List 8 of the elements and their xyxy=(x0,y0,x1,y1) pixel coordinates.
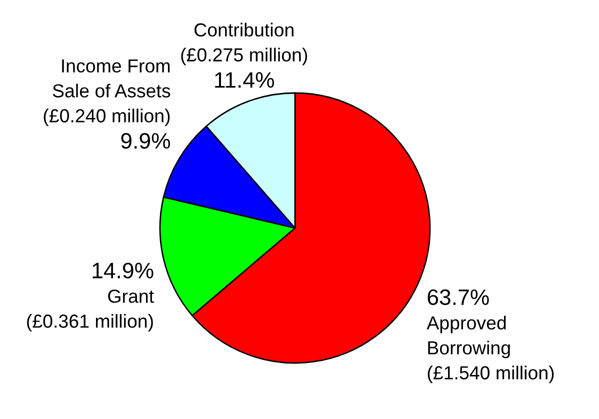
slice-label: Approved Borrowing (£1.540 million) xyxy=(426,316,554,384)
data-label: 11.4% xyxy=(215,72,274,88)
slice-label: Income From Sale of Assets (£0.240 million) xyxy=(44,59,170,126)
slice-label: Grant (£0.361 million) xyxy=(27,290,154,332)
slice-label: Contribution (£0.275 million) xyxy=(181,22,308,66)
data-label: 14.9% xyxy=(92,262,154,278)
data-label: 63.7% xyxy=(428,289,489,306)
data-label: 9.9% xyxy=(121,133,170,149)
